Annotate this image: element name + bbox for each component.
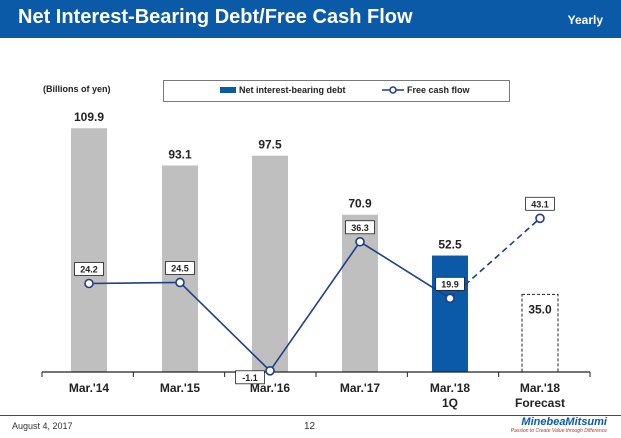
fcf-value-label: 24.2 xyxy=(80,265,98,275)
fcf-point xyxy=(175,277,185,288)
units-label: (Billions of yen) xyxy=(43,84,111,94)
fcf-label-box xyxy=(235,370,265,385)
bar-value-label: 109.9 xyxy=(74,110,104,124)
fcf-value-label: 36.3 xyxy=(351,223,369,233)
legend-item-debt: Net interest-bearing debt xyxy=(220,85,346,95)
logo-text: MinebeaMitsumi xyxy=(521,416,607,428)
fcf-line xyxy=(359,241,451,300)
fcf-label-box xyxy=(435,276,465,291)
legend-fcf-label: Free cash flow xyxy=(407,85,470,95)
chart-legend: Net interest-bearing debt Free cash flow xyxy=(163,80,510,102)
category-label: Mar.'18 xyxy=(520,381,561,395)
header-bar: Net Interest-Bearing Debt/Free Cash Flow… xyxy=(0,0,621,38)
category-sublabel: Forecast xyxy=(515,396,565,410)
fcf-label-box xyxy=(345,220,375,235)
legend-item-fcf: Free cash flow xyxy=(382,85,470,95)
bar-2 xyxy=(252,155,288,372)
bar-value-label: 93.1 xyxy=(168,147,192,161)
page-number: 12 xyxy=(304,421,316,432)
fcf-label-box xyxy=(74,262,104,276)
bar-value-label: 70.9 xyxy=(348,197,372,211)
fcf-value-label: 19.9 xyxy=(441,279,459,289)
fcf-value-label: 24.5 xyxy=(171,263,189,273)
fcf-value-label: -1.1 xyxy=(242,373,258,383)
category-label: Mar.'18 xyxy=(430,381,471,395)
bar-0 xyxy=(71,128,107,372)
fcf-label-box xyxy=(165,261,195,275)
fcf-point xyxy=(355,236,365,247)
logo-tagline: Passion to Create Value through Differen… xyxy=(510,428,607,434)
bar-value-label: 52.5 xyxy=(438,238,462,252)
bar-swatch-icon xyxy=(220,87,236,93)
legend-debt-label: Net interest-bearing debt xyxy=(239,85,346,95)
period-label: Yearly xyxy=(567,13,603,27)
line-marker-icon xyxy=(382,86,404,94)
fcf-point xyxy=(445,293,455,304)
fcf-line xyxy=(88,281,181,285)
fcf-line xyxy=(179,281,271,372)
category-label: Mar.'17 xyxy=(340,381,381,395)
fcf-line xyxy=(269,241,361,372)
company-logo: MinebeaMitsumi Passion to Create Value t… xyxy=(511,416,607,434)
page-title: Net Interest-Bearing Debt/Free Cash Flow xyxy=(18,6,413,28)
footer-date: August 4, 2017 xyxy=(12,421,73,431)
fcf-label-box xyxy=(525,196,555,211)
fcf-point xyxy=(535,213,545,224)
fcf-value-label: 43.1 xyxy=(531,199,549,209)
fcf-line-forecast xyxy=(449,217,541,299)
fcf-point xyxy=(84,278,94,289)
fcf-point xyxy=(265,365,275,376)
category-label: Mar.'14 xyxy=(69,381,110,395)
bar-value-label: 35.0 xyxy=(528,302,552,316)
category-label: Mar.'16 xyxy=(250,381,291,395)
footer-divider xyxy=(0,415,621,416)
category-sublabel: 1Q xyxy=(442,396,458,410)
category-label: Mar.'15 xyxy=(160,381,201,395)
bar-value-label: 97.5 xyxy=(258,138,282,152)
bar-4 xyxy=(432,255,468,372)
